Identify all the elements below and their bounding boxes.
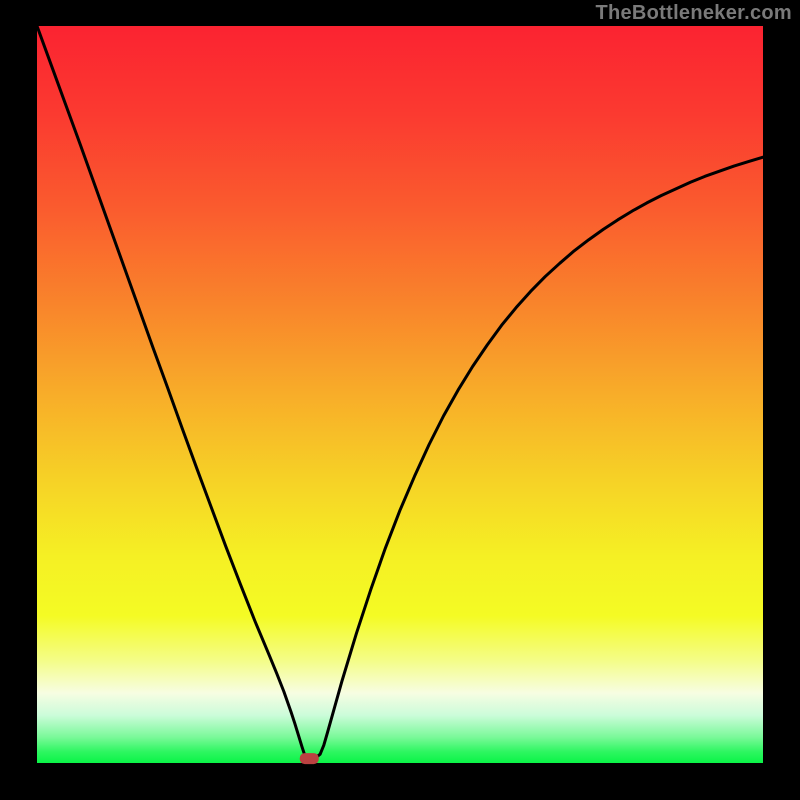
chart-svg xyxy=(0,0,800,800)
chart-container: TheBottleneker.com xyxy=(0,0,800,800)
watermark-text: TheBottleneker.com xyxy=(595,2,792,25)
minimum-marker xyxy=(300,753,319,764)
plot-background xyxy=(37,26,763,763)
